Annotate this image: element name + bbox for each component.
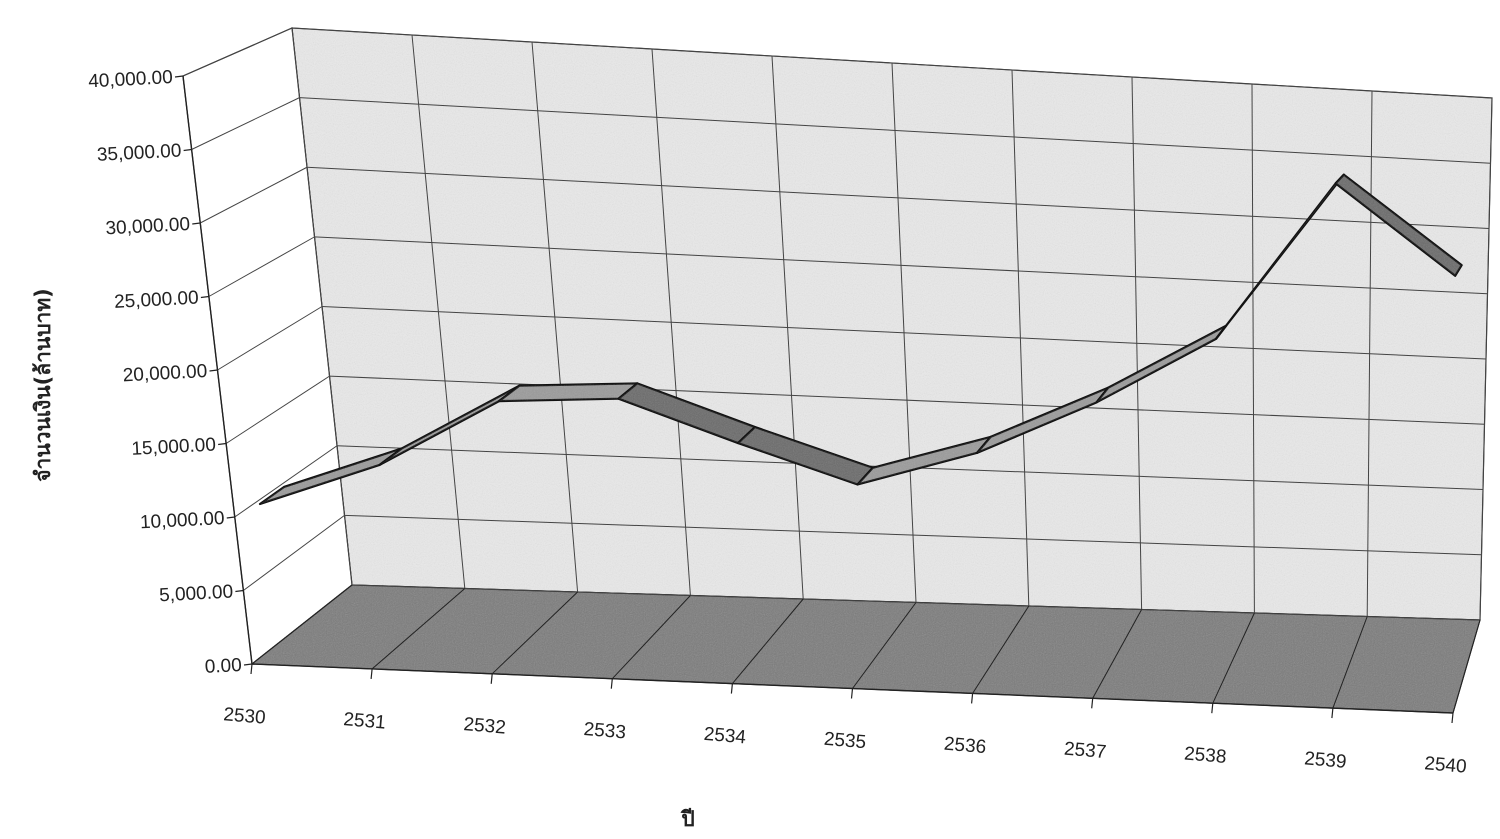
y-tick-mark — [209, 369, 218, 372]
floor-gridline — [852, 602, 917, 689]
y-tick-label: 30,000.00 — [105, 214, 191, 239]
x-tick-label: 2533 — [583, 719, 627, 744]
x-tick-label: 2536 — [943, 734, 987, 759]
x-tick-label: 2531 — [343, 709, 387, 734]
x-tick-label: 2535 — [823, 729, 867, 754]
y-axis-line — [182, 75, 253, 665]
y-tick-mark — [174, 75, 184, 78]
y-tick-mark — [183, 148, 192, 152]
x-tick-label: 2530 — [223, 704, 267, 729]
vertical-gridline — [891, 62, 917, 603]
x-tick-mark — [730, 683, 733, 694]
x-tick-mark — [850, 688, 854, 699]
x-tick-mark — [250, 663, 253, 675]
floor-gridline — [732, 598, 804, 684]
x-tick-mark — [1331, 708, 1334, 719]
vertical-gridline — [411, 34, 466, 589]
floor-gridline — [611, 595, 691, 680]
x-axis: 2530 2531 2532 2533 2534 2535 2536 2537 2538 2539… — [223, 663, 1468, 778]
y-tick-mark — [192, 222, 201, 225]
x-tick-label: 2539 — [1303, 748, 1347, 773]
x-tick-label: 2540 — [1424, 753, 1468, 778]
ribbon-segment-texture — [499, 383, 638, 402]
ribbon-segment-texture — [260, 448, 402, 504]
y-axis: 0.00 5,000.00 10,000.00 15,000.00 20,000.00 2… — [88, 67, 253, 678]
y-axis-title: จำนวนเงิน(ล้านบาท) — [31, 288, 55, 482]
x-tick-mark — [370, 668, 373, 679]
ribbon-segment-texture — [379, 385, 520, 465]
side-gridline — [225, 375, 330, 444]
y-tick-mark — [218, 442, 227, 446]
vertical-gridline — [291, 27, 353, 586]
side-gridline — [234, 445, 338, 518]
x-tick-label: 2538 — [1183, 743, 1227, 768]
floor-gridline — [251, 584, 353, 665]
gridlines — [182, 27, 1493, 714]
floor-gridline — [491, 591, 578, 675]
y-tick-label: 35,000.00 — [96, 141, 182, 166]
vertical-gridline — [531, 41, 579, 593]
x-tick-label: 2534 — [703, 724, 747, 749]
ribbon-segment-texture — [1335, 174, 1462, 276]
side-gridline — [182, 27, 293, 77]
floor-gridline — [1452, 619, 1481, 714]
vertical-gridline — [771, 55, 804, 600]
x-tick-mark — [1091, 698, 1094, 709]
y-tick-label: 25,000.00 — [114, 288, 200, 313]
vertical-gridline — [1131, 76, 1143, 610]
x-tick-mark — [610, 678, 613, 689]
back-wall-texture — [292, 28, 1492, 620]
ribbon-segment-texture — [857, 436, 991, 485]
x-tick-label: 2537 — [1063, 739, 1107, 764]
y-tick-mark — [226, 516, 235, 519]
floor-gridline — [371, 588, 466, 670]
vertical-gridline — [651, 48, 691, 596]
ribbon-segment-texture — [738, 427, 873, 485]
x-axis-title: ปี — [680, 807, 695, 831]
x-tick-mark — [1211, 703, 1214, 714]
y-tick-mark — [235, 589, 244, 593]
y-tick-label: 15,000.00 — [131, 435, 217, 460]
x-tick-mark — [1451, 712, 1454, 724]
x-tick-mark — [971, 693, 974, 704]
vertical-gridline — [1251, 83, 1255, 614]
vertical-gridline — [1366, 90, 1373, 617]
floor-texture — [252, 585, 1480, 713]
y-tick-label: 5,000.00 — [159, 582, 234, 607]
floor-gridline — [1332, 616, 1368, 709]
y-tick-label: 20,000.00 — [122, 361, 208, 386]
y-tick-label: 0.00 — [204, 655, 242, 678]
x-tick-mark — [490, 673, 493, 684]
vertical-gridline — [1011, 69, 1030, 607]
y-tick-mark — [243, 663, 253, 666]
y-tick-label: 40,000.00 — [88, 67, 174, 92]
side-gridline — [200, 166, 308, 224]
floor-gridline — [972, 605, 1030, 694]
back-wall — [291, 27, 1493, 621]
y-tick-mark — [200, 295, 209, 299]
vertical-gridline — [1479, 97, 1493, 621]
ribbon-series — [258, 173, 1463, 506]
floor-gridline — [1092, 609, 1143, 699]
y-tick-label: 10,000.00 — [139, 508, 225, 533]
ribbon-segment-texture — [977, 387, 1109, 453]
ribbon-segment-texture — [618, 383, 756, 444]
side-gridline — [208, 236, 315, 297]
side-gridline — [217, 306, 323, 371]
side-gridline — [243, 514, 345, 591]
side-gridline — [191, 97, 300, 150]
floor-gridline — [1212, 612, 1255, 704]
ribbon-segment-texture — [1096, 325, 1227, 403]
x-tick-label: 2532 — [463, 714, 507, 739]
